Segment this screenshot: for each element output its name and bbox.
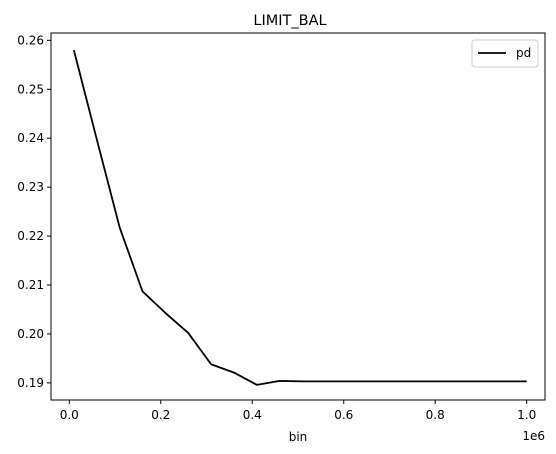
y-tick-label: 0.19 [17, 376, 44, 390]
y-tick-label: 0.25 [17, 82, 44, 96]
y-tick-label: 0.23 [17, 180, 44, 194]
x-axis-label: bin [289, 430, 308, 444]
chart-title: LIMIT_BAL [253, 13, 326, 29]
legend-label-pd: pd [516, 46, 531, 60]
y-tick-label: 0.21 [17, 278, 44, 292]
x-tick-label: 0.4 [243, 408, 262, 422]
y-tick-label: 0.22 [17, 229, 44, 243]
x-offset-text: 1e6 [522, 429, 545, 443]
y-tick-label: 0.20 [17, 327, 44, 341]
x-tick-label: 0.8 [426, 408, 445, 422]
legend: pd [471, 39, 539, 68]
x-tick-label: 0.6 [334, 408, 353, 422]
plot-frame [50, 32, 546, 401]
x-tick-label: 1.0 [517, 408, 536, 422]
axis-ticks: 0.0 0.2 0.4 0.6 0.8 1.0 0.19 0.20 0.21 0.22 0.23 0.… [17, 33, 536, 422]
x-tick-label: 0.2 [151, 408, 170, 422]
series-line-pd [72, 49, 527, 386]
y-tick-label: 0.24 [17, 131, 44, 145]
y-tick-label: 0.26 [17, 33, 44, 47]
x-tick-label: 0.0 [60, 408, 79, 422]
